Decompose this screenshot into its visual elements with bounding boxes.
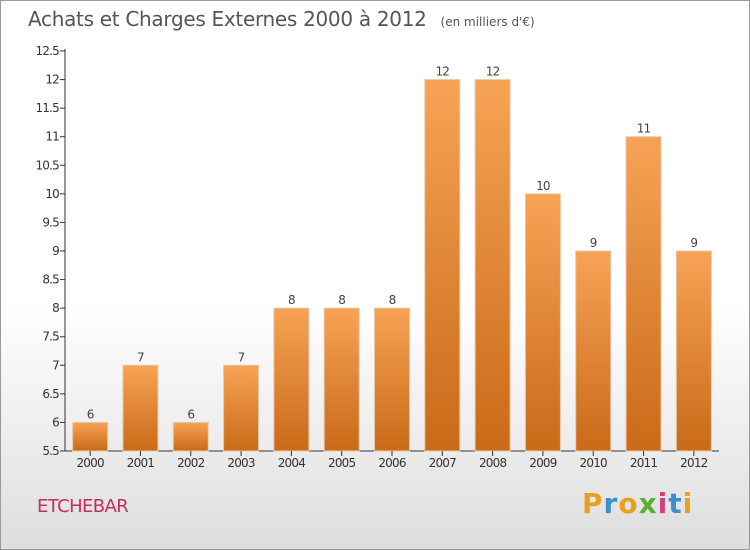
data-label: 10 xyxy=(536,179,550,193)
data-label: 7 xyxy=(238,350,245,364)
logo-letter: i xyxy=(682,487,694,520)
bar xyxy=(625,136,662,452)
bar xyxy=(524,193,561,452)
x-tick-label: 2010 xyxy=(580,456,608,470)
y-tick-label: 12.5 xyxy=(35,44,59,58)
bar xyxy=(575,250,612,452)
chart-title-text: Achats et Charges Externes 2000 à 2012 xyxy=(28,7,427,31)
bar xyxy=(172,421,209,452)
x-tick-label: 2000 xyxy=(76,456,104,470)
x-tick-label: 2012 xyxy=(680,456,708,470)
y-tick-label: 12 xyxy=(45,73,59,87)
y-tick-label: 8 xyxy=(52,301,59,315)
data-label: 9 xyxy=(690,236,697,250)
chart-subtitle: (en milliers d'€) xyxy=(440,15,535,29)
data-label: 7 xyxy=(137,350,144,364)
x-tick-label: 2011 xyxy=(630,456,658,470)
bar xyxy=(424,79,461,452)
y-tick-label: 11 xyxy=(45,130,59,144)
y-tick-label: 5.5 xyxy=(42,444,59,458)
data-label: 8 xyxy=(389,293,396,307)
x-tick-label: 2007 xyxy=(429,456,457,470)
logo-letter: o xyxy=(618,487,639,520)
bar xyxy=(675,250,712,452)
data-label: 12 xyxy=(435,65,449,79)
y-tick-label: 10.5 xyxy=(35,158,59,172)
logo-letter: r xyxy=(603,487,619,520)
x-tick-label: 2003 xyxy=(227,456,255,470)
bar xyxy=(323,307,360,452)
y-tick-label: 7 xyxy=(52,358,59,372)
y-tick-label: 7.5 xyxy=(42,330,59,344)
logo-letter: i xyxy=(657,487,669,520)
commune-name: ETCHEBAR xyxy=(37,496,129,517)
logo-letter: P xyxy=(582,487,604,520)
data-label: 12 xyxy=(486,65,500,79)
y-tick-label: 6.5 xyxy=(42,387,59,401)
data-label: 6 xyxy=(87,407,94,421)
y-tick-label: 11.5 xyxy=(35,101,59,115)
logo-letter: x xyxy=(638,487,658,520)
bar xyxy=(374,307,410,452)
bar xyxy=(474,79,511,452)
x-tick-label: 2004 xyxy=(278,456,306,470)
y-tick-label: 6 xyxy=(52,415,59,429)
proxiti-logo: Proxiti xyxy=(582,487,693,520)
data-label: 9 xyxy=(590,236,597,250)
y-tick-label: 8.5 xyxy=(42,273,59,287)
data-label: 6 xyxy=(187,407,194,421)
data-label: 11 xyxy=(637,122,651,136)
bar xyxy=(273,307,310,452)
bar xyxy=(122,364,159,452)
bar xyxy=(72,421,109,452)
x-tick-label: 2006 xyxy=(378,456,406,470)
bar xyxy=(223,364,260,452)
x-tick-label: 2002 xyxy=(177,456,205,470)
data-label: 8 xyxy=(288,293,295,307)
data-label: 8 xyxy=(338,293,345,307)
y-tick-label: 9.5 xyxy=(42,215,59,229)
x-tick-label: 2001 xyxy=(127,456,155,470)
x-tick-label: 2005 xyxy=(328,456,356,470)
x-tick-label: 2009 xyxy=(529,456,557,470)
x-tick-label: 2008 xyxy=(479,456,507,470)
logo-letter: t xyxy=(668,487,683,520)
y-tick-label: 10 xyxy=(45,187,59,201)
chart-title: Achats et Charges Externes 2000 à 2012 (e… xyxy=(28,7,535,31)
y-tick-label: 9 xyxy=(52,244,59,258)
